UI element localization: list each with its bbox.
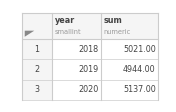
Text: 2019: 2019 bbox=[78, 65, 98, 74]
Text: sum: sum bbox=[104, 16, 123, 25]
Text: 3: 3 bbox=[34, 85, 39, 94]
Bar bbox=[22, 13, 158, 39]
Text: 4944.00: 4944.00 bbox=[123, 65, 156, 74]
Bar bbox=[22, 80, 158, 100]
Text: smallint: smallint bbox=[55, 29, 81, 34]
Text: year: year bbox=[55, 16, 75, 25]
Bar bbox=[22, 59, 158, 80]
Bar bbox=[22, 59, 52, 80]
Bar bbox=[22, 80, 52, 100]
Text: 1: 1 bbox=[34, 45, 39, 54]
Text: 2018: 2018 bbox=[78, 45, 98, 54]
Text: 5137.00: 5137.00 bbox=[123, 85, 156, 94]
Polygon shape bbox=[25, 31, 34, 37]
Text: 2020: 2020 bbox=[78, 85, 98, 94]
Text: 5021.00: 5021.00 bbox=[123, 45, 156, 54]
Text: numeric: numeric bbox=[104, 29, 131, 34]
Text: 2: 2 bbox=[34, 65, 40, 74]
Bar bbox=[22, 39, 52, 59]
Bar bbox=[22, 39, 158, 59]
